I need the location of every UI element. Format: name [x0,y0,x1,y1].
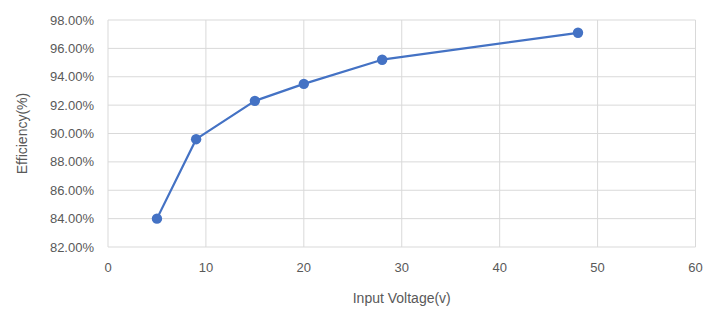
y-tick-label: 82.00% [50,240,95,255]
data-point [191,134,201,144]
y-axis: 82.00% 84.00% 86.00% 88.00% 90.00% 92.00% 94.0… [50,13,696,255]
x-grid-line [108,20,109,247]
plot-area [152,28,583,224]
y-tick-label: 86.00% [50,183,95,198]
y-tick-label: 84.00% [50,211,95,226]
data-point [299,79,309,89]
y-tick-label: 94.00% [50,69,95,84]
data-point [377,55,387,65]
x-grid-line [695,20,696,247]
chart-container: 82.00% 84.00% 86.00% 88.00% 90.00% 92.00% 94.0… [0,0,719,321]
x-grid-line [499,20,500,247]
x-grid-line [401,20,402,247]
x-tick-label: 20 [297,260,311,275]
y-tick-label: 98.00% [50,13,95,28]
x-tick-label: 0 [104,260,111,275]
chart-svg: 82.00% 84.00% 86.00% 88.00% 90.00% 92.00% 94.0… [0,0,719,321]
y-axis-title: Efficiency(%) [14,93,30,174]
x-grid-line [303,20,304,247]
y-tick-label: 92.00% [50,98,95,113]
y-tick-label: 96.00% [50,41,95,56]
x-tick-label: 10 [199,260,213,275]
x-tick-label: 60 [688,260,702,275]
x-axis-title: Input Voltage(v) [353,290,451,306]
series-line [157,33,578,219]
y-tick-label: 90.00% [50,126,95,141]
data-point [250,96,260,106]
y-tick-label: 88.00% [50,154,95,169]
x-tick-label: 40 [492,260,506,275]
data-point [152,213,162,223]
x-tick-label: 50 [590,260,604,275]
data-point [573,28,583,38]
x-axis: 0 10 20 30 40 50 60 [104,20,702,275]
x-grid-line [597,20,598,247]
x-tick-label: 30 [395,260,409,275]
